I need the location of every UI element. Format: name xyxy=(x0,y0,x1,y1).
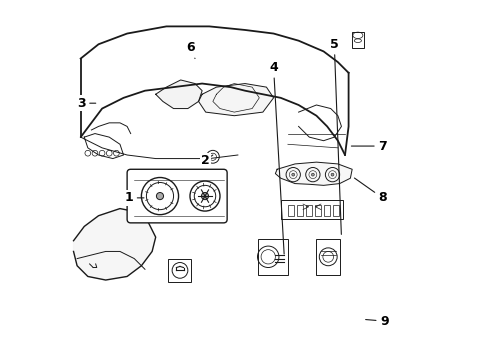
Bar xyxy=(323,205,330,216)
Bar xyxy=(288,205,294,216)
Text: 5: 5 xyxy=(330,38,342,234)
Text: 8: 8 xyxy=(354,178,387,204)
Circle shape xyxy=(292,173,294,176)
Polygon shape xyxy=(275,162,352,185)
Bar xyxy=(297,205,303,216)
Bar xyxy=(315,205,321,216)
Circle shape xyxy=(312,173,314,176)
Text: 1: 1 xyxy=(124,192,144,204)
Text: 2: 2 xyxy=(201,154,213,167)
Polygon shape xyxy=(198,84,273,116)
Bar xyxy=(258,239,288,275)
Circle shape xyxy=(331,173,334,176)
Bar xyxy=(352,32,364,48)
Polygon shape xyxy=(74,208,156,280)
Polygon shape xyxy=(156,80,202,109)
Bar xyxy=(306,205,312,216)
Text: 6: 6 xyxy=(186,41,195,59)
Text: 7: 7 xyxy=(351,140,387,153)
Text: 4: 4 xyxy=(269,61,284,254)
Circle shape xyxy=(156,193,164,200)
Bar xyxy=(317,239,340,275)
Text: 3: 3 xyxy=(77,97,96,110)
Circle shape xyxy=(201,193,209,200)
Bar xyxy=(168,258,192,282)
Text: 9: 9 xyxy=(366,315,389,328)
Bar xyxy=(333,205,339,216)
Bar xyxy=(281,200,343,219)
FancyBboxPatch shape xyxy=(127,169,227,223)
